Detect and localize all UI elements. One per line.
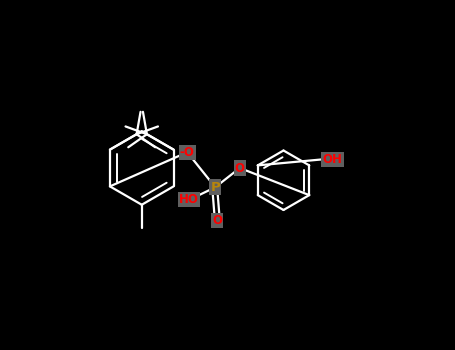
Text: OH: OH (323, 153, 343, 166)
Text: O: O (212, 214, 222, 227)
Text: P: P (210, 181, 220, 194)
Text: HO: HO (179, 193, 198, 206)
Text: -O: -O (180, 146, 195, 159)
Text: O: O (235, 161, 245, 175)
